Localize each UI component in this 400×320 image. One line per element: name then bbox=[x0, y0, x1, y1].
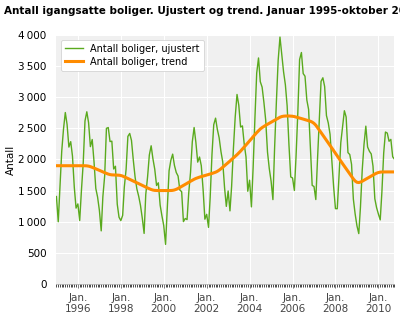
Text: Antall igangsatte boliger. Ujustert og trend. Januar 1995-oktober 2010: Antall igangsatte boliger. Ujustert og t… bbox=[4, 6, 400, 16]
Line: Antall boliger, ujustert: Antall boliger, ujustert bbox=[56, 37, 394, 244]
Y-axis label: Antall: Antall bbox=[6, 144, 16, 175]
Legend: Antall boliger, ujustert, Antall boliger, trend: Antall boliger, ujustert, Antall boliger… bbox=[61, 40, 204, 71]
Line: Antall boliger, trend: Antall boliger, trend bbox=[56, 116, 394, 191]
